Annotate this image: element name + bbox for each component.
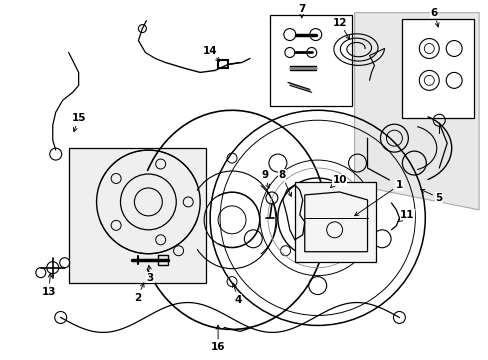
Polygon shape (354, 13, 478, 210)
Text: 2: 2 (134, 283, 144, 302)
Text: 10: 10 (330, 175, 346, 188)
Text: 5: 5 (420, 189, 442, 203)
Bar (68, 148, 206, 283)
Text: 6: 6 (430, 8, 438, 27)
Text: 11: 11 (397, 210, 414, 222)
Text: 15: 15 (71, 113, 86, 132)
Bar (269, 15, 351, 106)
Text: 4: 4 (232, 283, 241, 305)
Text: 3: 3 (146, 265, 154, 283)
Text: 9: 9 (261, 170, 269, 188)
Text: 14: 14 (203, 45, 219, 62)
Text: 16: 16 (210, 325, 225, 352)
Text: 1: 1 (354, 180, 402, 216)
Bar (218, 60, 227, 68)
Text: 12: 12 (332, 18, 349, 39)
Text: 13: 13 (41, 274, 56, 297)
Text: 7: 7 (298, 4, 305, 18)
Bar (294, 182, 376, 262)
Text: 8: 8 (278, 170, 291, 197)
Bar (402, 19, 473, 118)
